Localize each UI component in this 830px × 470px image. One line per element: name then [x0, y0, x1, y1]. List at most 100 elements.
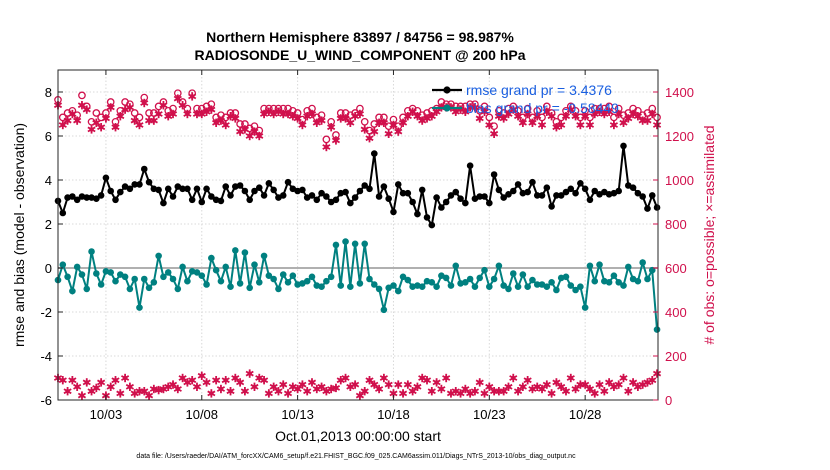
obs-assimilated-point	[207, 389, 216, 398]
obs-possible-point	[265, 104, 273, 113]
rmse-point	[260, 192, 268, 199]
obs-assimilated-point	[82, 378, 91, 387]
star-core	[237, 380, 243, 385]
rmse-point	[644, 205, 651, 212]
bias-point	[289, 272, 297, 280]
obs-possible-point	[499, 109, 508, 117]
star-core	[439, 386, 444, 392]
rmse-point	[639, 193, 646, 200]
x-tick-label: 10/03	[90, 407, 123, 422]
star-core	[300, 382, 305, 387]
bias-point	[227, 283, 234, 291]
star-core	[381, 375, 387, 381]
obs-possible-point	[557, 113, 566, 122]
obs-possible-point	[595, 104, 604, 113]
rmse-point	[198, 198, 206, 206]
star-core	[247, 133, 252, 139]
obs-possible-point	[332, 131, 340, 139]
star-core	[309, 111, 315, 117]
obs-assimilated-point	[77, 391, 87, 400]
obs-assimilated-point	[485, 382, 494, 391]
star-core	[587, 122, 593, 128]
rmse-point	[270, 186, 277, 194]
star-core	[295, 386, 300, 392]
star-core	[357, 393, 363, 398]
bias-point	[241, 249, 249, 256]
y-tick-label: -6	[40, 393, 52, 408]
rmse-point	[414, 210, 421, 218]
y-axis-right: 0 200 400 600 800 1000 1200 1400	[653, 85, 694, 408]
obs-possible-point	[169, 104, 177, 113]
star-core	[405, 382, 411, 387]
rmse-point	[428, 221, 436, 229]
obs-possible-point	[207, 100, 216, 109]
star-core	[218, 386, 224, 392]
star-core	[434, 380, 439, 385]
rmse-point	[481, 193, 488, 200]
rmse-point	[179, 185, 186, 193]
obs-assimilated-point	[648, 376, 657, 385]
bias-point	[361, 240, 369, 248]
obs-possible-point	[581, 106, 590, 115]
bias-point	[160, 273, 167, 281]
bias-point	[481, 266, 488, 274]
obs-possible-point	[653, 113, 661, 122]
obs-possible-point	[519, 113, 527, 122]
bias-point	[270, 275, 277, 283]
legend-bias-marker	[443, 104, 451, 112]
star-core	[549, 391, 554, 396]
y-tick-label: -2	[40, 305, 52, 320]
star-core	[257, 133, 262, 139]
obs-possible-point	[514, 106, 522, 115]
obs-assimilated-point	[168, 380, 178, 389]
rmse-point	[524, 188, 531, 196]
star-core	[630, 380, 636, 385]
bias-point	[624, 263, 632, 271]
obs-assimilated-point	[192, 382, 202, 391]
bias-point	[615, 279, 623, 286]
bias-point	[83, 285, 91, 293]
obs-assimilated-point	[509, 373, 518, 383]
star-core	[616, 382, 621, 387]
rmse-point	[251, 187, 258, 195]
obs-assimilated-point	[513, 387, 523, 396]
obs-possible-point	[193, 104, 201, 113]
obs-assimilated-point	[216, 384, 226, 394]
obs-assimilated-point	[518, 382, 527, 391]
rmse-point	[653, 204, 661, 211]
obs-assimilated-point	[317, 382, 326, 391]
obs-possible-point	[327, 117, 336, 126]
obs-assimilated-point	[475, 114, 484, 123]
y-tick-label: 6	[45, 129, 52, 144]
obs-assimilated-point	[92, 383, 101, 393]
rmse-point	[73, 196, 81, 204]
star-core	[89, 127, 94, 132]
rmse-point	[342, 188, 349, 196]
x-tick-label: 10/13	[281, 407, 314, 422]
star-core	[597, 382, 602, 387]
x-tick-label: 10/28	[569, 407, 602, 422]
obs-assimilated-point	[111, 123, 120, 132]
obs-assimilated-point	[557, 382, 566, 391]
star-core	[563, 389, 569, 394]
rmse-point	[567, 185, 575, 193]
obs-assimilated-point	[73, 382, 82, 391]
obs-assimilated-point	[116, 389, 125, 398]
rmse-point	[265, 180, 273, 187]
legend-rmse-label: rmse grand pr = 3.4376	[466, 82, 612, 98]
obs-assimilated-point	[576, 120, 585, 130]
bias-point	[620, 282, 627, 289]
rmse-point	[591, 187, 599, 195]
bias-point	[562, 273, 570, 281]
rmse-point	[188, 196, 196, 204]
star-core	[520, 384, 526, 389]
star-core	[175, 386, 181, 392]
bias-point	[164, 269, 172, 276]
star-core	[539, 122, 545, 128]
obs-assimilated-point	[154, 385, 163, 395]
star-core	[89, 389, 94, 394]
star-core	[501, 116, 506, 121]
obs-possible-point	[380, 113, 388, 122]
star-core	[242, 389, 248, 394]
obs-possible-point	[274, 104, 283, 113]
